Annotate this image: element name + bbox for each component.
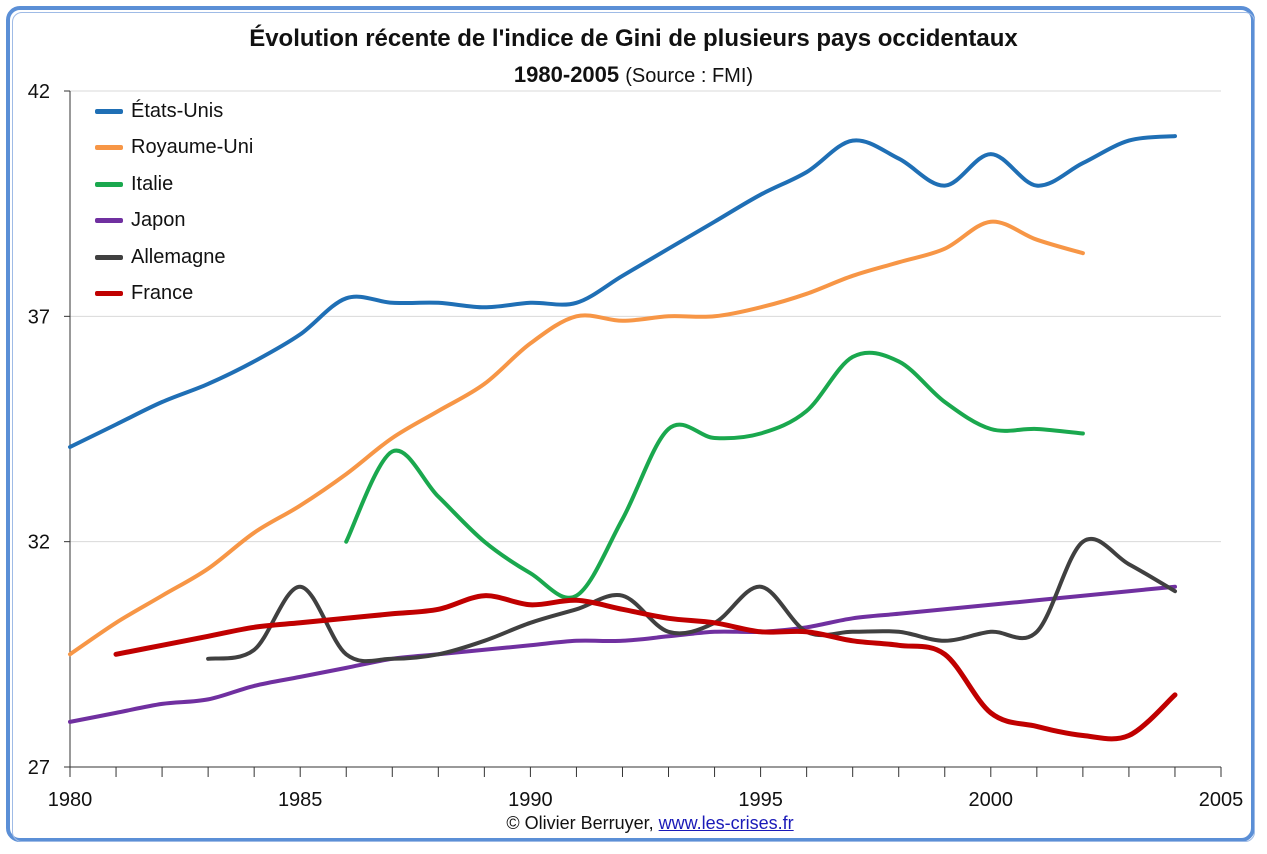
legend-swatch	[95, 181, 123, 187]
x-tick-label: 1980	[48, 789, 93, 811]
legend-label: Allemagne	[131, 245, 226, 268]
footer-link[interactable]: www.les-crises.fr	[658, 813, 794, 833]
legend-swatch	[95, 108, 123, 114]
y-tick-labels: 27 32 37 42	[28, 81, 50, 779]
x-tick-label: 1990	[508, 789, 553, 811]
legend-swatch	[95, 291, 123, 296]
legend-item-allemagne: Allemagne	[95, 242, 226, 272]
axes	[64, 90, 1222, 777]
legend-item-italie: Italie	[95, 169, 173, 199]
legend-swatch	[95, 218, 123, 223]
legend-swatch	[95, 145, 123, 150]
y-tick-label: 32	[28, 532, 50, 554]
subtitle-period: 1980-2005	[513, 62, 620, 87]
series-line-japon	[68, 584, 1177, 724]
legend-item-etats-unis: États-Unis	[95, 96, 223, 126]
legend-item-japon: Japon	[95, 206, 186, 236]
legend-label: États-Unis	[131, 99, 224, 122]
legend-item-france: France	[95, 279, 193, 309]
series-line-italie	[344, 350, 1085, 600]
legend-label: France	[131, 282, 194, 304]
chart-title: Évolution récente de l'indice de Gini de…	[249, 25, 1018, 52]
y-tick-label: 27	[28, 757, 50, 779]
chart-frame	[6, 6, 1255, 842]
series-line-france	[113, 593, 1178, 742]
legend-swatch	[95, 254, 123, 260]
x-tick-label: 2000	[969, 789, 1014, 811]
gridlines	[70, 90, 1221, 543]
subtitle-source: (Source : FMI)	[625, 65, 754, 87]
x-tick-labels: 1980 1985 1990 1995 2000 2005	[48, 789, 1244, 811]
series-line-allemagne	[206, 537, 1177, 664]
legend-label: Italie	[131, 172, 174, 195]
footer-credit: © Olivier Berruyer,	[506, 813, 654, 833]
series-line-etats-unis	[68, 134, 1177, 449]
series-lines	[68, 134, 1178, 742]
x-tick-label: 1985	[278, 789, 323, 811]
series-line-royaume-uni	[68, 219, 1085, 657]
legend-item-royaume-uni: Royaume-Uni	[95, 133, 253, 163]
legend-label: Royaume-Uni	[131, 136, 254, 158]
footer: © Olivier Berruyer, www.les-crises.fr	[0, 813, 1267, 834]
x-tick-label: 2005	[1199, 789, 1244, 811]
y-tick-label: 37	[28, 306, 50, 328]
chart-subtitle: 1980-2005 (Source : FMI)	[0, 62, 1267, 88]
legend-label: Japon	[131, 209, 186, 231]
x-tick-label: 1995	[738, 789, 783, 811]
y-tick-label: 42	[28, 81, 50, 103]
